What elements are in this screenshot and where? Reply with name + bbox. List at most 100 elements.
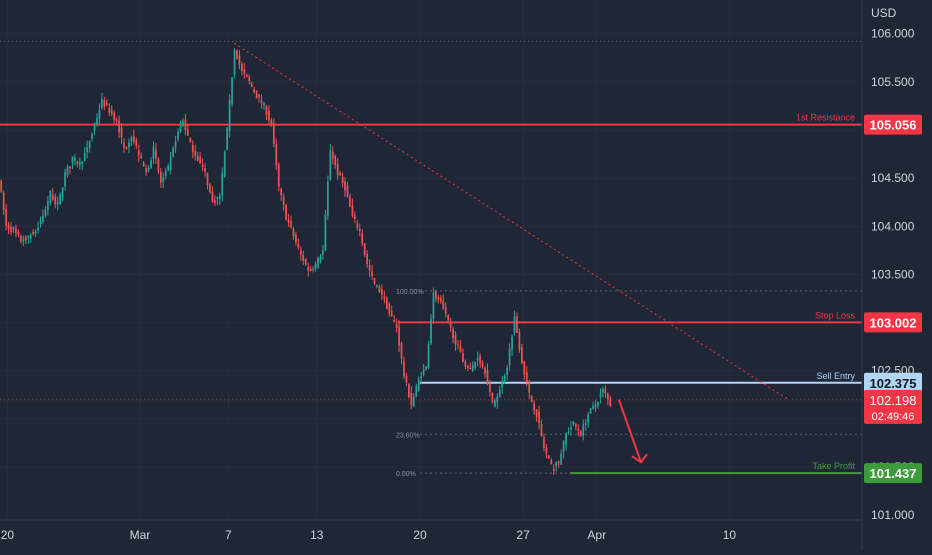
candle-body xyxy=(81,161,84,164)
candle-body xyxy=(86,147,89,152)
candle-body xyxy=(398,326,400,346)
candle-body xyxy=(577,428,580,431)
candle-body xyxy=(123,142,125,148)
candle-body xyxy=(101,98,103,109)
candle-body xyxy=(49,190,52,203)
candle-body xyxy=(513,316,516,333)
candle-body xyxy=(339,172,341,176)
candle-body xyxy=(93,124,96,131)
candle-body xyxy=(454,335,457,345)
candle-body xyxy=(572,421,575,425)
candle-body xyxy=(295,234,297,243)
candle-body xyxy=(525,371,528,382)
candle-body xyxy=(15,228,17,234)
candle-body xyxy=(356,223,359,228)
candle-body xyxy=(236,49,238,59)
candle-body xyxy=(523,360,526,375)
candle-body xyxy=(209,184,211,193)
candle-body xyxy=(408,384,410,398)
price-tick-label: 104.500 xyxy=(871,171,915,185)
candle-body xyxy=(452,328,454,339)
candle-body xyxy=(437,297,440,300)
candle-body xyxy=(142,162,145,167)
candle-body xyxy=(140,156,143,159)
candle-body xyxy=(91,133,93,140)
price-tick-label: 104.000 xyxy=(871,219,915,233)
candle-body xyxy=(410,392,413,406)
candle-body xyxy=(164,170,167,177)
candle-body xyxy=(587,414,590,423)
candle-body xyxy=(606,393,609,400)
candle-body xyxy=(182,120,184,126)
candle-body xyxy=(285,205,287,220)
candle-body xyxy=(2,192,5,211)
level-lines: 1st Resistance Stop Loss Sell Entry Take Pr… xyxy=(0,113,862,475)
candle-body xyxy=(12,227,15,230)
current-price-tag xyxy=(864,389,922,424)
candle-body xyxy=(427,344,430,369)
candle-body xyxy=(287,219,290,223)
candle-body xyxy=(322,249,324,255)
candle-body xyxy=(584,422,587,425)
candle-body xyxy=(96,118,98,124)
candle-body xyxy=(486,369,489,385)
candle-body xyxy=(521,347,523,364)
candle-body xyxy=(565,432,567,445)
candle-body xyxy=(196,155,199,162)
candle-body xyxy=(113,112,116,120)
candle-body xyxy=(331,151,334,159)
candle-body xyxy=(533,403,536,411)
price-tick-label: 105.500 xyxy=(871,75,915,89)
candle-body xyxy=(39,220,42,225)
candle-body xyxy=(373,278,376,284)
candle-body xyxy=(145,168,147,173)
level-price-tag-text: 101.437 xyxy=(870,466,917,481)
price-tags: 105.056 103.002 102.375 101.437 102.198 02:49… xyxy=(0,114,922,484)
candle-body xyxy=(59,194,62,205)
candle-body xyxy=(309,268,312,271)
candle-body xyxy=(120,127,123,138)
candle-body xyxy=(351,204,354,216)
current-price-value: 102.198 xyxy=(870,393,917,408)
candle-body xyxy=(56,202,59,205)
time-tick-label: 20 xyxy=(1,528,15,542)
candle-body xyxy=(432,292,435,320)
candle-body xyxy=(479,355,481,364)
candle-body xyxy=(361,233,364,244)
candle-body xyxy=(238,55,241,65)
time-tick-label: Mar xyxy=(130,528,151,542)
candle-body xyxy=(609,398,612,407)
candle-body xyxy=(417,379,420,391)
candle-body xyxy=(464,361,467,367)
candle-body xyxy=(177,131,179,139)
candle-body xyxy=(363,243,366,255)
candle-body xyxy=(349,196,351,207)
candle-body xyxy=(508,348,511,366)
candle-body xyxy=(218,195,221,200)
candle-body xyxy=(103,100,106,107)
candle-body xyxy=(231,77,233,105)
candle-body xyxy=(344,181,346,191)
candle-body xyxy=(110,110,113,114)
candle-body xyxy=(105,102,108,105)
candle-body xyxy=(378,286,381,293)
time-axis[interactable]: 20 Mar 7 13 20 27 Apr 10 xyxy=(1,528,737,542)
candle-body xyxy=(258,94,260,98)
time-tick-label: 13 xyxy=(310,528,324,542)
candle-body xyxy=(5,208,7,227)
candle-body xyxy=(299,250,302,255)
candle-body xyxy=(216,197,219,199)
level-price-tag xyxy=(864,463,922,484)
candle-body xyxy=(471,365,474,372)
candle-body xyxy=(108,107,111,113)
price-tick-label: 101.000 xyxy=(871,508,915,522)
candle-body xyxy=(184,119,187,130)
candle-body xyxy=(54,196,57,205)
candle-body xyxy=(302,254,305,262)
candle-body xyxy=(457,344,459,346)
candle-body xyxy=(506,367,508,376)
candle-body xyxy=(538,411,540,424)
candle-body xyxy=(550,459,553,465)
